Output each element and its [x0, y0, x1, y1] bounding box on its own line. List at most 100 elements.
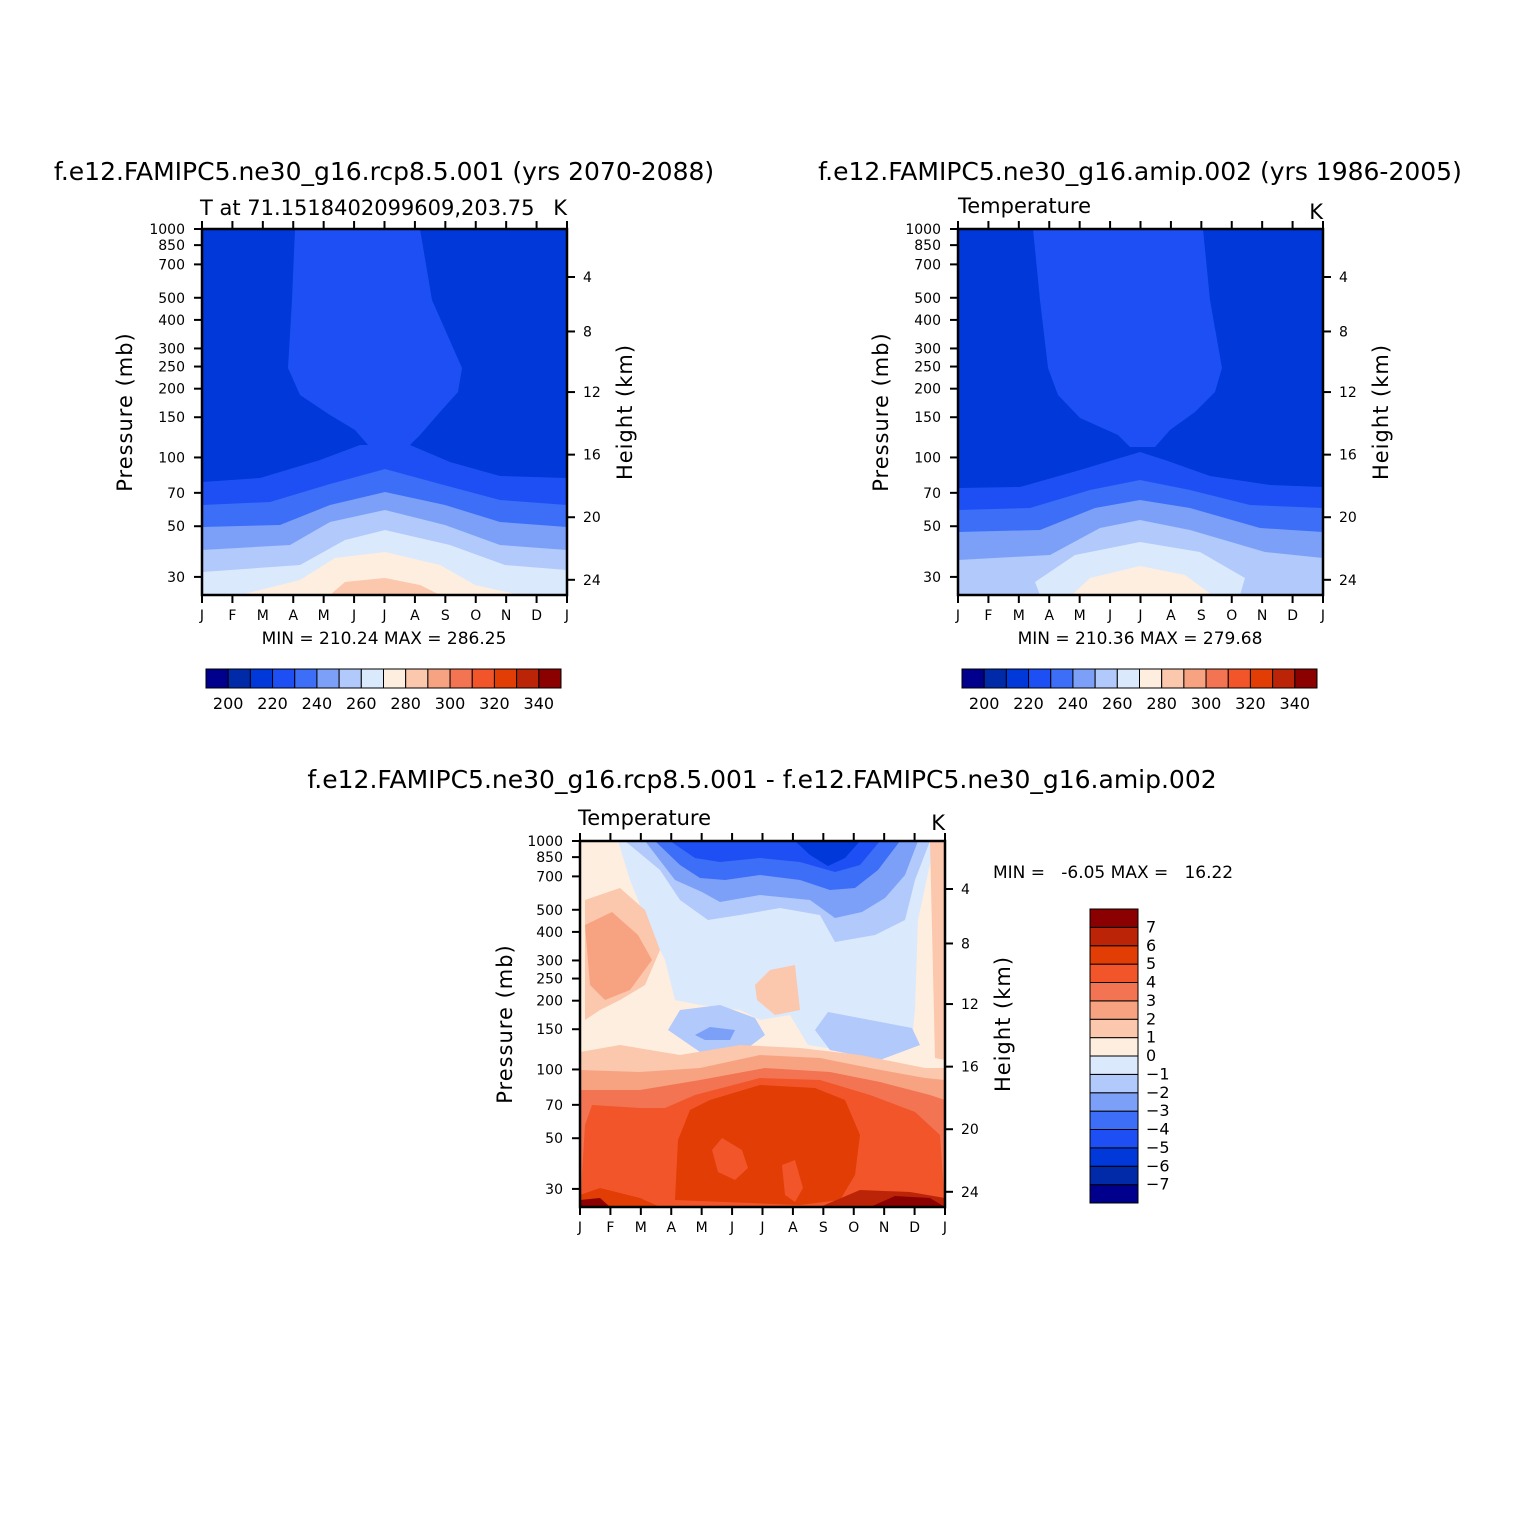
- y-tick-label: 50: [923, 519, 941, 535]
- y-axis-label-right: Height (km): [613, 344, 637, 480]
- x-tick-label: A: [666, 1220, 676, 1236]
- x-tick-label: J: [1320, 608, 1325, 624]
- colorbar-swatch: [983, 668, 1007, 689]
- contour-band: [712, 1138, 748, 1180]
- y-tick-label-right: 24: [1339, 573, 1357, 589]
- colorbar-swatch: [1005, 668, 1030, 689]
- y-tick-label: 850: [158, 238, 185, 254]
- x-tick-label: M: [696, 1220, 708, 1236]
- colorbar-label: 6: [1146, 936, 1156, 955]
- x-tick-label: J: [729, 1220, 734, 1236]
- panel-title: f.e12.FAMIPC5.ne30_g16.rcp8.5.001 - f.e1…: [307, 765, 1216, 794]
- colorbar-swatch: [449, 668, 473, 689]
- y-tick-label: 100: [914, 450, 941, 466]
- y-tick-label-right: 20: [1339, 510, 1357, 526]
- colorbar-swatch: [338, 668, 362, 689]
- colorbar-swatch: [1089, 1110, 1139, 1130]
- colorbar-swatch: [961, 668, 985, 689]
- y-tick-label-right: 4: [961, 882, 970, 898]
- contour-band: [815, 1012, 920, 1060]
- y-tick-label: 500: [914, 291, 941, 307]
- colorbar-label: 4: [1146, 973, 1156, 992]
- units-string: K: [931, 811, 946, 835]
- y-tick-label-right: 20: [961, 1122, 979, 1138]
- x-tick-label: N: [1257, 608, 1267, 624]
- left-string: Temperature: [957, 194, 1091, 218]
- colorbar-swatch: [1227, 668, 1251, 689]
- y-tick-label: 700: [158, 257, 185, 273]
- x-tick-label: S: [819, 1220, 828, 1236]
- y-tick-label-right: 12: [1339, 385, 1357, 401]
- colorbar-swatch: [1089, 1018, 1139, 1039]
- y-tick-label: 30: [167, 570, 185, 586]
- y-tick-label: 30: [923, 570, 941, 586]
- y-tick-label-right: 24: [961, 1185, 979, 1201]
- y-tick-label-right: 12: [961, 997, 979, 1013]
- x-tick-label: M: [1074, 608, 1086, 624]
- colorbar-swatch: [427, 668, 451, 689]
- y-tick-label: 1000: [905, 222, 941, 238]
- x-tick-label: J: [564, 608, 569, 624]
- contour-band: [930, 841, 945, 1060]
- colorbar-swatch: [405, 668, 429, 689]
- colorbar-swatch: [1089, 1165, 1139, 1186]
- y-tick-label-right: 16: [1339, 448, 1357, 464]
- colorbar-swatch: [1294, 668, 1318, 689]
- x-tick-label: J: [942, 1220, 947, 1236]
- colorbar-swatch: [1050, 668, 1074, 689]
- y-tick-label: 500: [158, 291, 185, 307]
- y-tick-label-right: 8: [1339, 324, 1348, 340]
- y-tick-label: 250: [536, 972, 563, 988]
- x-tick-label: F: [984, 608, 992, 624]
- x-tick-label: F: [606, 1220, 614, 1236]
- contour-band: [288, 229, 462, 445]
- panel-amip-climatology: f.e12.FAMIPC5.ne30_g16.amip.002 (yrs 198…: [818, 157, 1462, 713]
- colorbar-label: −2: [1146, 1083, 1170, 1102]
- y-tick-label: 700: [536, 869, 563, 885]
- y-axis-label-right: Height (km): [1369, 344, 1393, 480]
- y-tick-label: 150: [536, 1022, 563, 1038]
- panel-title: f.e12.FAMIPC5.ne30_g16.amip.002 (yrs 198…: [818, 157, 1462, 186]
- x-tick-label: J: [577, 1220, 582, 1236]
- colorbar-label: −4: [1146, 1120, 1170, 1139]
- colorbar-label: 320: [479, 694, 510, 713]
- y-tick-label-right: 4: [583, 270, 592, 286]
- colorbar-swatch: [205, 668, 229, 689]
- colorbar-swatch: [1089, 1037, 1139, 1057]
- contour-band: [695, 1027, 735, 1040]
- colorbar-label: 260: [1102, 694, 1133, 713]
- contour-field: [202, 229, 567, 595]
- colorbar-swatch: [1072, 668, 1096, 689]
- colorbar-swatch: [1089, 982, 1139, 1002]
- x-tick-label: S: [441, 608, 450, 624]
- tick-layer: J F M A M J J A S O N D J 30 50 70 100 150 200 250 300 400 500…: [905, 221, 1357, 624]
- colorbar-swatch: [1161, 668, 1185, 689]
- contour-field: [580, 841, 945, 1207]
- x-tick-label: A: [1044, 608, 1054, 624]
- y-tick-label: 150: [158, 410, 185, 426]
- colorbar-label: 5: [1146, 954, 1156, 973]
- colorbar-label: 240: [302, 694, 333, 713]
- contour-band: [330, 578, 440, 595]
- colorbar-swatch: [1089, 963, 1139, 983]
- colorbar-swatch: [1089, 1000, 1139, 1020]
- y-tick-label-right: 16: [961, 1060, 979, 1076]
- y-tick-label: 500: [536, 903, 563, 919]
- contour-band: [782, 1160, 803, 1202]
- min-max-text: MIN = 210.36 MAX = 279.68: [1018, 629, 1263, 649]
- y-tick-label: 100: [536, 1062, 563, 1078]
- colorbar-label: −5: [1146, 1138, 1170, 1157]
- colorbar-swatch: [249, 668, 274, 689]
- contour-band: [580, 1198, 610, 1207]
- x-tick-label: D: [1287, 608, 1298, 624]
- y-tick-label: 200: [914, 382, 941, 398]
- panel-difference: f.e12.FAMIPC5.ne30_g16.rcp8.5.001 - f.e1…: [307, 765, 1233, 1236]
- colorbar-label: 320: [1235, 694, 1266, 713]
- x-tick-label: D: [531, 608, 542, 624]
- colorbar-swatch: [1089, 945, 1139, 965]
- panel-rcp85-climatology: f.e12.FAMIPC5.ne30_g16.rcp8.5.001 (yrs 2…: [54, 157, 714, 713]
- colorbar-swatch: [538, 668, 562, 689]
- y-tick-label-right: 24: [583, 573, 601, 589]
- y-tick-label: 200: [536, 994, 563, 1010]
